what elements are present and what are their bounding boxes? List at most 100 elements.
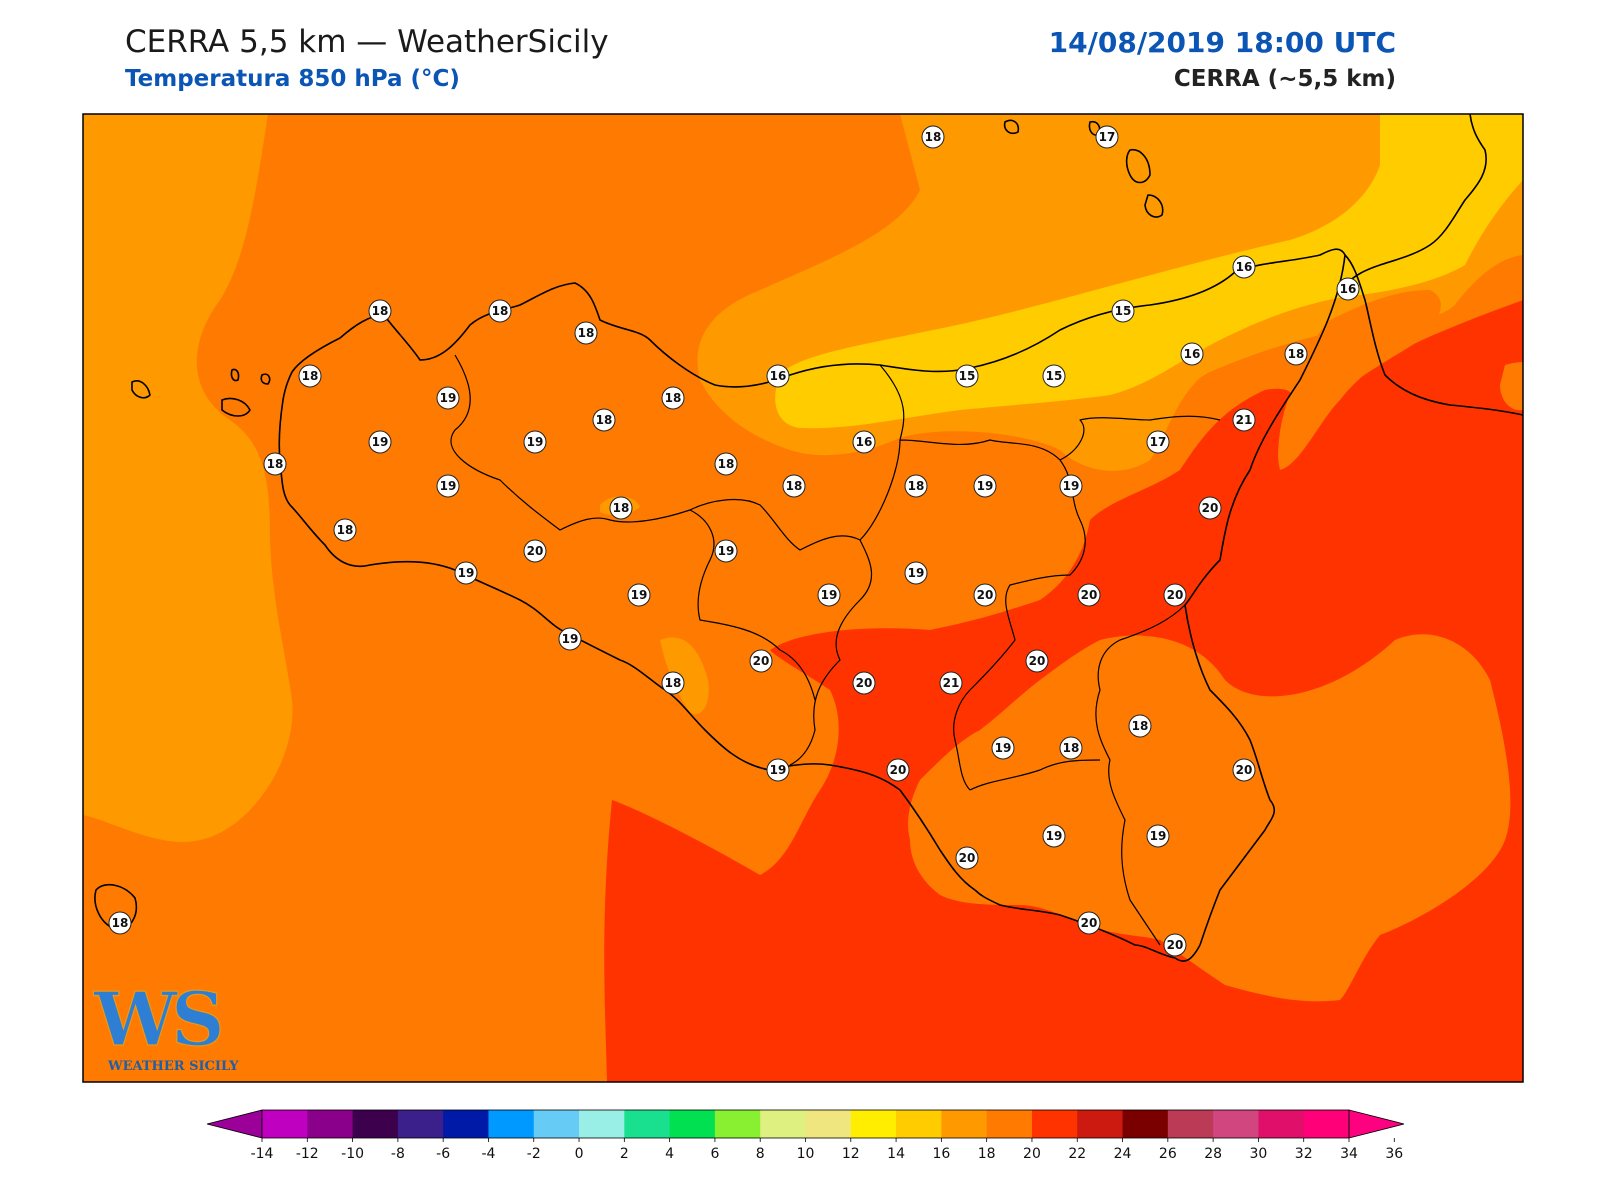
station-marker: 18: [488, 299, 512, 323]
station-value: 19: [977, 479, 994, 493]
station-marker: 20: [1077, 583, 1101, 607]
colorbar-tick-label: 12: [842, 1146, 860, 1162]
station-circle: [1042, 364, 1066, 388]
station-marker: 21: [939, 671, 963, 695]
station-value: 17: [1099, 130, 1116, 144]
station-marker: 19: [558, 627, 582, 651]
weathersicily-logo: WS WEATHER SICILY: [92, 976, 239, 1074]
field-16-18-patch: [660, 637, 709, 715]
station-value: 19: [1063, 479, 1080, 493]
station-marker: 15: [1042, 364, 1066, 388]
station-value: 20: [1167, 938, 1184, 952]
station-circle: [921, 125, 945, 149]
station-value: 19: [562, 632, 579, 646]
station-circle: [661, 386, 685, 410]
map-title: CERRA 5,5 km — WeatherSicily: [125, 24, 609, 60]
station-value: 18: [112, 916, 129, 930]
station-circle: [1059, 736, 1083, 760]
station-circle: [766, 364, 790, 388]
station-marker: 19: [436, 386, 460, 410]
colorbar-swatch: [1213, 1110, 1259, 1138]
station-marker: 19: [436, 474, 460, 498]
station-marker: 16: [852, 430, 876, 454]
station-circle: [714, 452, 738, 476]
station-value: 16: [1184, 347, 1201, 361]
station-marker: 18: [782, 474, 806, 498]
station-value: 19: [458, 566, 475, 580]
station-value: 18: [718, 457, 735, 471]
station-circle: [298, 364, 322, 388]
station-marker: 18: [592, 408, 616, 432]
station-value: 18: [1063, 741, 1080, 755]
station-marker: 19: [1146, 824, 1170, 848]
calabria-coastline: [1344, 254, 1524, 416]
station-marker: 18: [1059, 736, 1083, 760]
island-marettimo: [230, 368, 240, 382]
colorbar-tick-label: -4: [481, 1146, 495, 1162]
field-18-20-east-small: [1500, 362, 1523, 411]
station-marker: 16: [1336, 277, 1360, 301]
station-value: 20: [1081, 588, 1098, 602]
station-value: 19: [995, 741, 1012, 755]
colorbar-tick-label: 6: [710, 1146, 719, 1162]
station-marker: 18: [263, 452, 287, 476]
colorbar-swatch: [1303, 1110, 1350, 1138]
colorbar-swatch: [262, 1110, 308, 1138]
station-marker: 19: [627, 583, 651, 607]
colorbar-tick-label: -14: [251, 1146, 274, 1162]
station-circle: [574, 321, 598, 345]
logo-name: WEATHER SICILY: [107, 1059, 239, 1074]
colorbar-swatch: [714, 1110, 761, 1138]
station-circle: [523, 539, 547, 563]
station-value: 18: [908, 479, 925, 493]
station-circle: [558, 627, 582, 651]
colorbar-tick-label: -2: [527, 1146, 541, 1162]
colorbar-swatch: [760, 1110, 806, 1138]
colorbar-tick-label: 34: [1340, 1146, 1358, 1162]
station-value: 15: [1115, 304, 1132, 318]
station-value: 19: [631, 588, 648, 602]
station-marker: 18: [108, 911, 132, 935]
station-circle: [904, 561, 928, 585]
colorbar-swatch: [1258, 1110, 1305, 1138]
station-circle: [661, 671, 685, 695]
station-marker: 16: [1180, 342, 1204, 366]
station-marker: 15: [1111, 299, 1135, 323]
station-circle: [1077, 911, 1101, 935]
station-circle: [263, 452, 287, 476]
colorbar-swatch: [850, 1110, 897, 1138]
station-circle: [436, 474, 460, 498]
station-circle: [782, 474, 806, 498]
station-value: 20: [527, 544, 544, 558]
station-marker: 20: [886, 758, 910, 782]
station-circle: [1146, 430, 1170, 454]
colorbar-swatch: [352, 1110, 399, 1138]
colorbar-tick-label: 2: [620, 1146, 629, 1162]
station-circle: [627, 583, 651, 607]
colorbar-swatch: [896, 1110, 942, 1138]
station-marker: 19: [1059, 474, 1083, 498]
station-circle: [592, 408, 616, 432]
station-value: 18: [665, 391, 682, 405]
station-circle: [1111, 299, 1135, 323]
station-value: 20: [1029, 654, 1046, 668]
colorbar-swatch: [986, 1110, 1033, 1138]
station-marker: 18: [1284, 342, 1308, 366]
station-value: 19: [821, 588, 838, 602]
station-value: 20: [977, 588, 994, 602]
station-value: 18: [665, 676, 682, 690]
station-circle: [904, 474, 928, 498]
station-marker: 20: [1163, 583, 1187, 607]
station-value: 19: [440, 479, 457, 493]
colorbar-tick-label: 10: [797, 1146, 815, 1162]
station-circle: [955, 846, 979, 870]
field-16-18-west: [83, 114, 293, 843]
station-marker: 20: [523, 539, 547, 563]
station-circle: [1284, 342, 1308, 366]
station-marker: 19: [991, 736, 1015, 760]
station-value: 18: [786, 479, 803, 493]
station-value: 20: [1081, 916, 1098, 930]
colorbar-swatch: [1167, 1110, 1214, 1138]
station-marker: 19: [523, 430, 547, 454]
